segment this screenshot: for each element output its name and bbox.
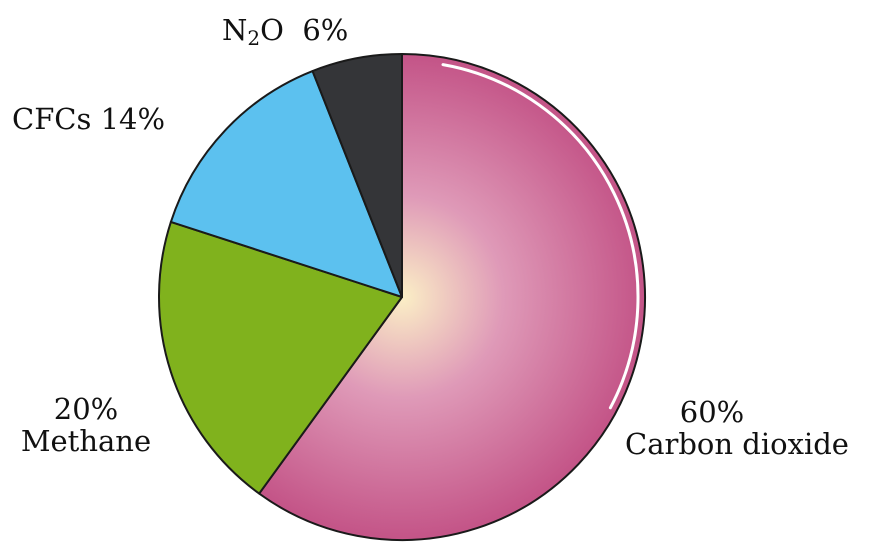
label-n2o: N2O 6% <box>222 13 349 50</box>
pie-slice-n2o <box>311 53 403 298</box>
label-n2o-name: N2O <box>222 13 284 50</box>
label-co2-name: Carbon dioxide <box>625 427 849 461</box>
label-methane-percent: 20% <box>53 392 119 426</box>
pie-slices <box>157 53 646 541</box>
label-n2o-percent: 6% <box>302 13 349 47</box>
label-cfcs-name: CFCs <box>12 102 92 136</box>
label-methane-name: Methane <box>20 424 152 458</box>
co2-rim-highlight <box>441 63 640 410</box>
label-co2-percent: 60% <box>679 395 745 429</box>
pie-slice-methane <box>157 220 403 495</box>
pie-slice-cfcs <box>169 70 403 298</box>
pie-slice-carbon-dioxide <box>258 53 646 541</box>
label-cfcs: CFCs 14% <box>12 103 165 135</box>
label-methane: 20% Methane <box>8 393 164 457</box>
label-cfcs-percent: 14% <box>100 102 166 136</box>
label-co2: 60% Carbon dioxide <box>611 396 863 460</box>
